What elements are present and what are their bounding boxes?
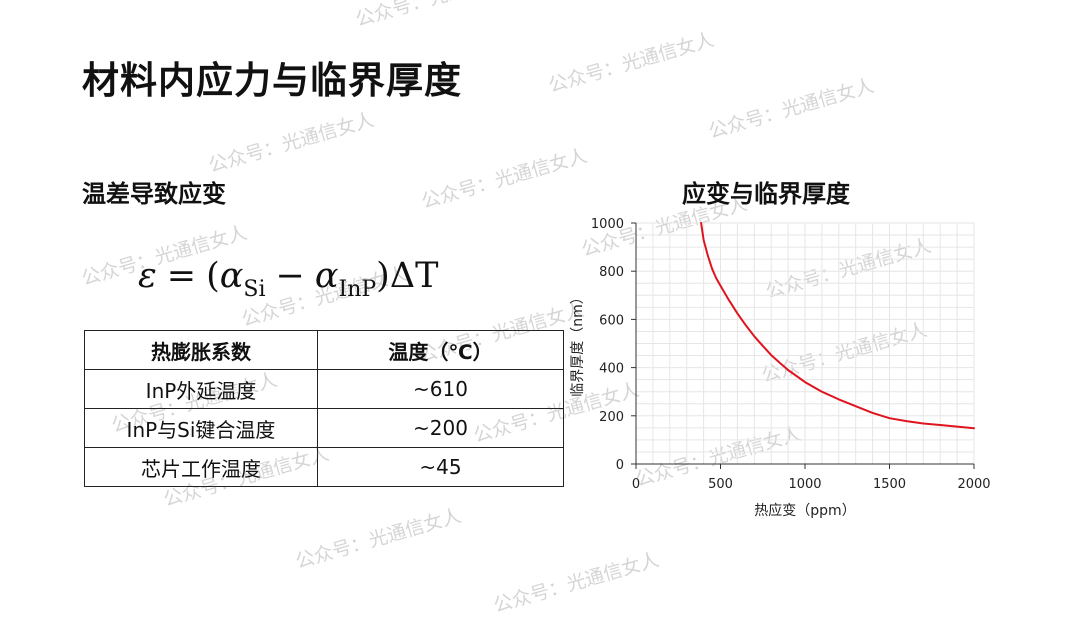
chart-title: 应变与临界厚度 — [682, 180, 850, 208]
formula-alpha-si: α — [219, 256, 244, 296]
watermark: 公众号：光通信女人 — [206, 108, 377, 177]
formula-minus: − — [275, 256, 305, 296]
watermark: 公众号：光通信女人 — [352, 0, 524, 32]
formula-equals: = — [166, 256, 197, 296]
table-row: 芯片工作温度 ~45 — [84, 447, 564, 487]
strain-formula: ε = (αSi − αInP)ΔT — [138, 256, 438, 302]
table-cell: InP外延温度 — [84, 369, 318, 409]
table-cell: ~610 — [317, 369, 564, 409]
watermark: 公众号：光通信女人 — [546, 28, 717, 97]
formula-epsilon: ε — [138, 256, 157, 296]
formula-subscript-inp: InP — [338, 277, 377, 302]
x-tick-label: 0 — [632, 477, 640, 492]
table-cell: ~45 — [317, 447, 564, 487]
formula-delta-t: ΔT — [389, 256, 439, 296]
table-cell: ~200 — [317, 408, 564, 448]
y-tick-label: 0 — [616, 458, 624, 473]
table-cell: InP与Si键合温度 — [84, 408, 318, 448]
watermark: 公众号：光通信女人 — [419, 144, 590, 213]
y-tick-label: 800 — [599, 265, 624, 280]
formula-close-paren: ) — [376, 256, 390, 296]
y-tick-label: 200 — [599, 410, 624, 425]
watermark: 公众号：光通信女人 — [293, 504, 464, 573]
table-header-row: 热膨胀系数 温度（℃） — [84, 330, 564, 370]
section-title: 温差导致应变 — [82, 180, 226, 208]
formula-alpha-inp: α — [314, 256, 339, 296]
slide-title: 材料内应力与临界厚度 — [82, 59, 462, 102]
x-tick-label: 2000 — [957, 477, 990, 492]
table-row: InP外延温度 ~610 — [84, 369, 564, 409]
table-header: 温度（℃） — [317, 330, 564, 370]
y-tick-label: 600 — [599, 313, 624, 328]
formula-open-paren: ( — [206, 256, 220, 296]
x-axis-label: 热应变（ppm） — [754, 502, 855, 519]
critical-thickness-chart: 0 500 1000 1500 2000 0 200 400 600 800 1000 热应变（ppm… — [570, 217, 991, 519]
y-tick-label: 400 — [599, 362, 624, 377]
formula-subscript-si: Si — [243, 277, 266, 302]
x-tick-label: 1500 — [873, 477, 906, 492]
y-tick-label: 1000 — [591, 217, 624, 232]
x-tick-label: 500 — [708, 477, 733, 492]
y-axis-label: 临界厚度（nm） — [570, 290, 586, 397]
table-cell: 芯片工作温度 — [84, 447, 318, 487]
watermark: 公众号：光通信女人 — [706, 74, 877, 143]
x-tick-label: 1000 — [788, 477, 821, 492]
table-header: 热膨胀系数 — [84, 330, 318, 370]
table-row: InP与Si键合温度 ~200 — [84, 408, 564, 448]
temperature-table: 热膨胀系数 温度（℃） InP外延温度 ~610 InP与Si键合温度 ~200… — [84, 330, 564, 487]
series-line — [700, 222, 975, 430]
